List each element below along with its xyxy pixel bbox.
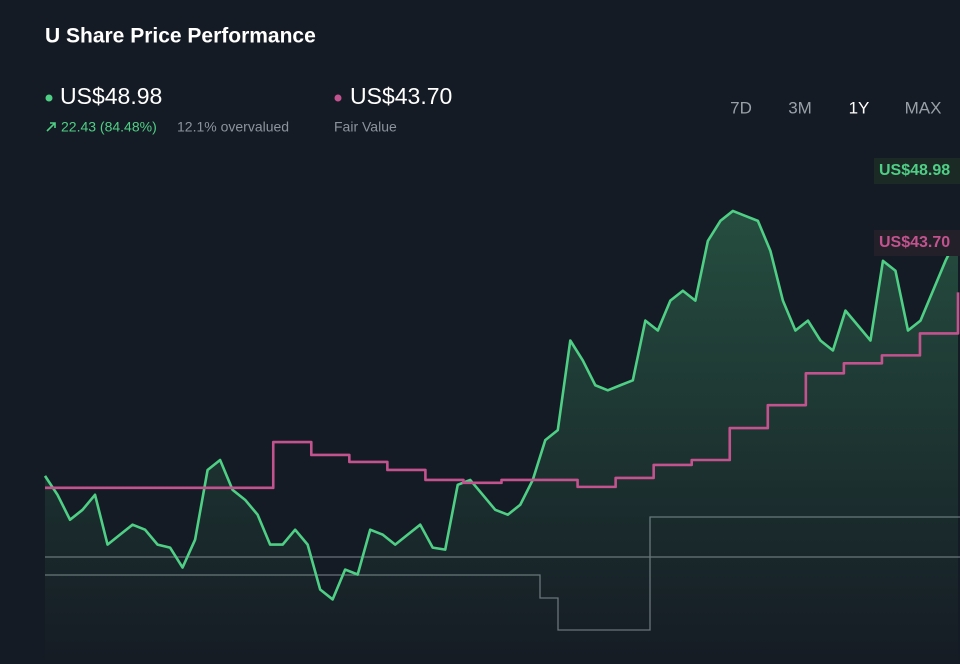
tab[interactable]: 3M [788, 98, 812, 117]
title: U Share Price Performance [45, 25, 316, 48]
price-dot [45, 94, 53, 102]
fair-value: US$43.70 [350, 83, 452, 109]
tab[interactable]: 7D [730, 98, 752, 117]
series-line [43, 209, 960, 601]
fair-tag-bg [874, 230, 960, 256]
valuation: 12.1% overvalued [177, 119, 289, 135]
plot [43, 209, 960, 664]
area [45, 210, 958, 664]
price: US$48.98 [60, 83, 162, 109]
tabs: 7D 3M 1Y MAX [730, 98, 941, 117]
fair-value-caption: Fair Value [334, 119, 397, 135]
up-arrow [46, 122, 56, 132]
price-change: 22.43 (84.48%) [61, 119, 157, 135]
fair-dot [334, 94, 342, 102]
tab[interactable]: 1Y [849, 98, 870, 117]
series-line [45, 292, 960, 490]
tab[interactable]: MAX [905, 98, 942, 117]
price-tag: US$48.98 [879, 162, 950, 179]
fair-tag: US$43.70 [879, 234, 950, 251]
price-tag-bg [874, 158, 960, 184]
